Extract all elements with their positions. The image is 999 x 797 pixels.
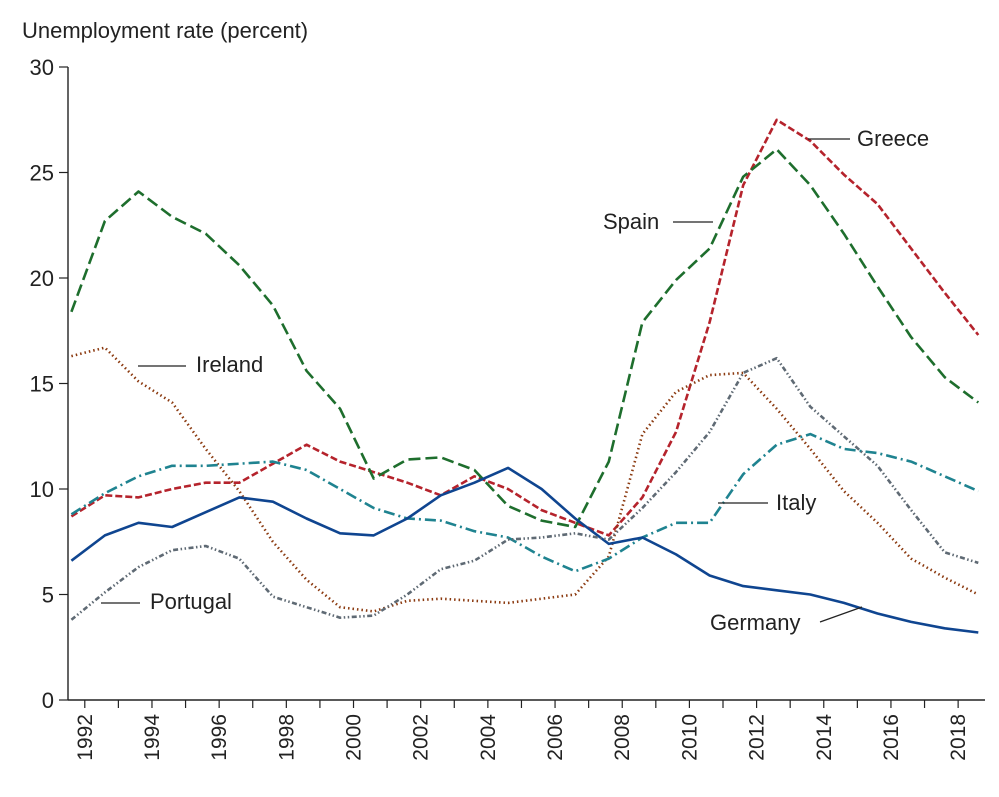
y-tick-label: 10 xyxy=(30,477,54,502)
y-tick-label: 20 xyxy=(30,266,54,291)
x-tick-label: 2002 xyxy=(410,714,433,761)
x-tick-label: 2014 xyxy=(813,714,836,761)
x-tick-label: 1994 xyxy=(141,714,164,761)
series-label-portugal: Portugal xyxy=(150,589,232,614)
x-tick-label: 1992 xyxy=(74,714,97,761)
series-label-ireland: Ireland xyxy=(196,352,263,377)
y-axis-title: Unemployment rate (percent) xyxy=(22,18,308,43)
y-tick-label: 15 xyxy=(30,372,54,397)
x-tick-label: 2000 xyxy=(343,714,366,761)
x-tick-label: 1998 xyxy=(275,714,298,761)
x-tick-label: 2008 xyxy=(611,714,634,761)
series-line-greece xyxy=(70,118,980,537)
series-group xyxy=(70,118,980,634)
x-tick-label: 1996 xyxy=(208,714,231,761)
x-tick-label: 2018 xyxy=(947,714,970,761)
series-line-spain xyxy=(70,148,980,529)
x-tick-label: 2012 xyxy=(746,714,769,761)
series-line-italy xyxy=(70,432,979,573)
series-label-italy: Italy xyxy=(776,490,816,515)
y-tick-label: 5 xyxy=(42,583,54,608)
x-tick-label: 2004 xyxy=(477,714,500,761)
series-label-spain: Spain xyxy=(603,209,659,234)
x-tick-label: 2010 xyxy=(678,714,701,761)
y-tick-label: 25 xyxy=(30,161,54,186)
y-tick-label: 0 xyxy=(42,688,54,713)
series-label-germany: Germany xyxy=(710,610,800,635)
series-labels: Greece Spain Ireland Italy Portugal Germany xyxy=(101,126,929,635)
label-leader-germany xyxy=(819,606,863,623)
series-line-portugal xyxy=(70,356,979,621)
series-label-greece: Greece xyxy=(857,126,929,151)
x-tick-label: 2016 xyxy=(880,714,903,761)
x-tick-label: 2006 xyxy=(544,714,567,761)
y-tick-label: 30 xyxy=(30,55,54,80)
series-line-germany xyxy=(70,466,979,634)
axes: 0 5 10 15 20 25 30 1992 1994 1996 1998 2000 2002 2004… xyxy=(30,55,985,761)
